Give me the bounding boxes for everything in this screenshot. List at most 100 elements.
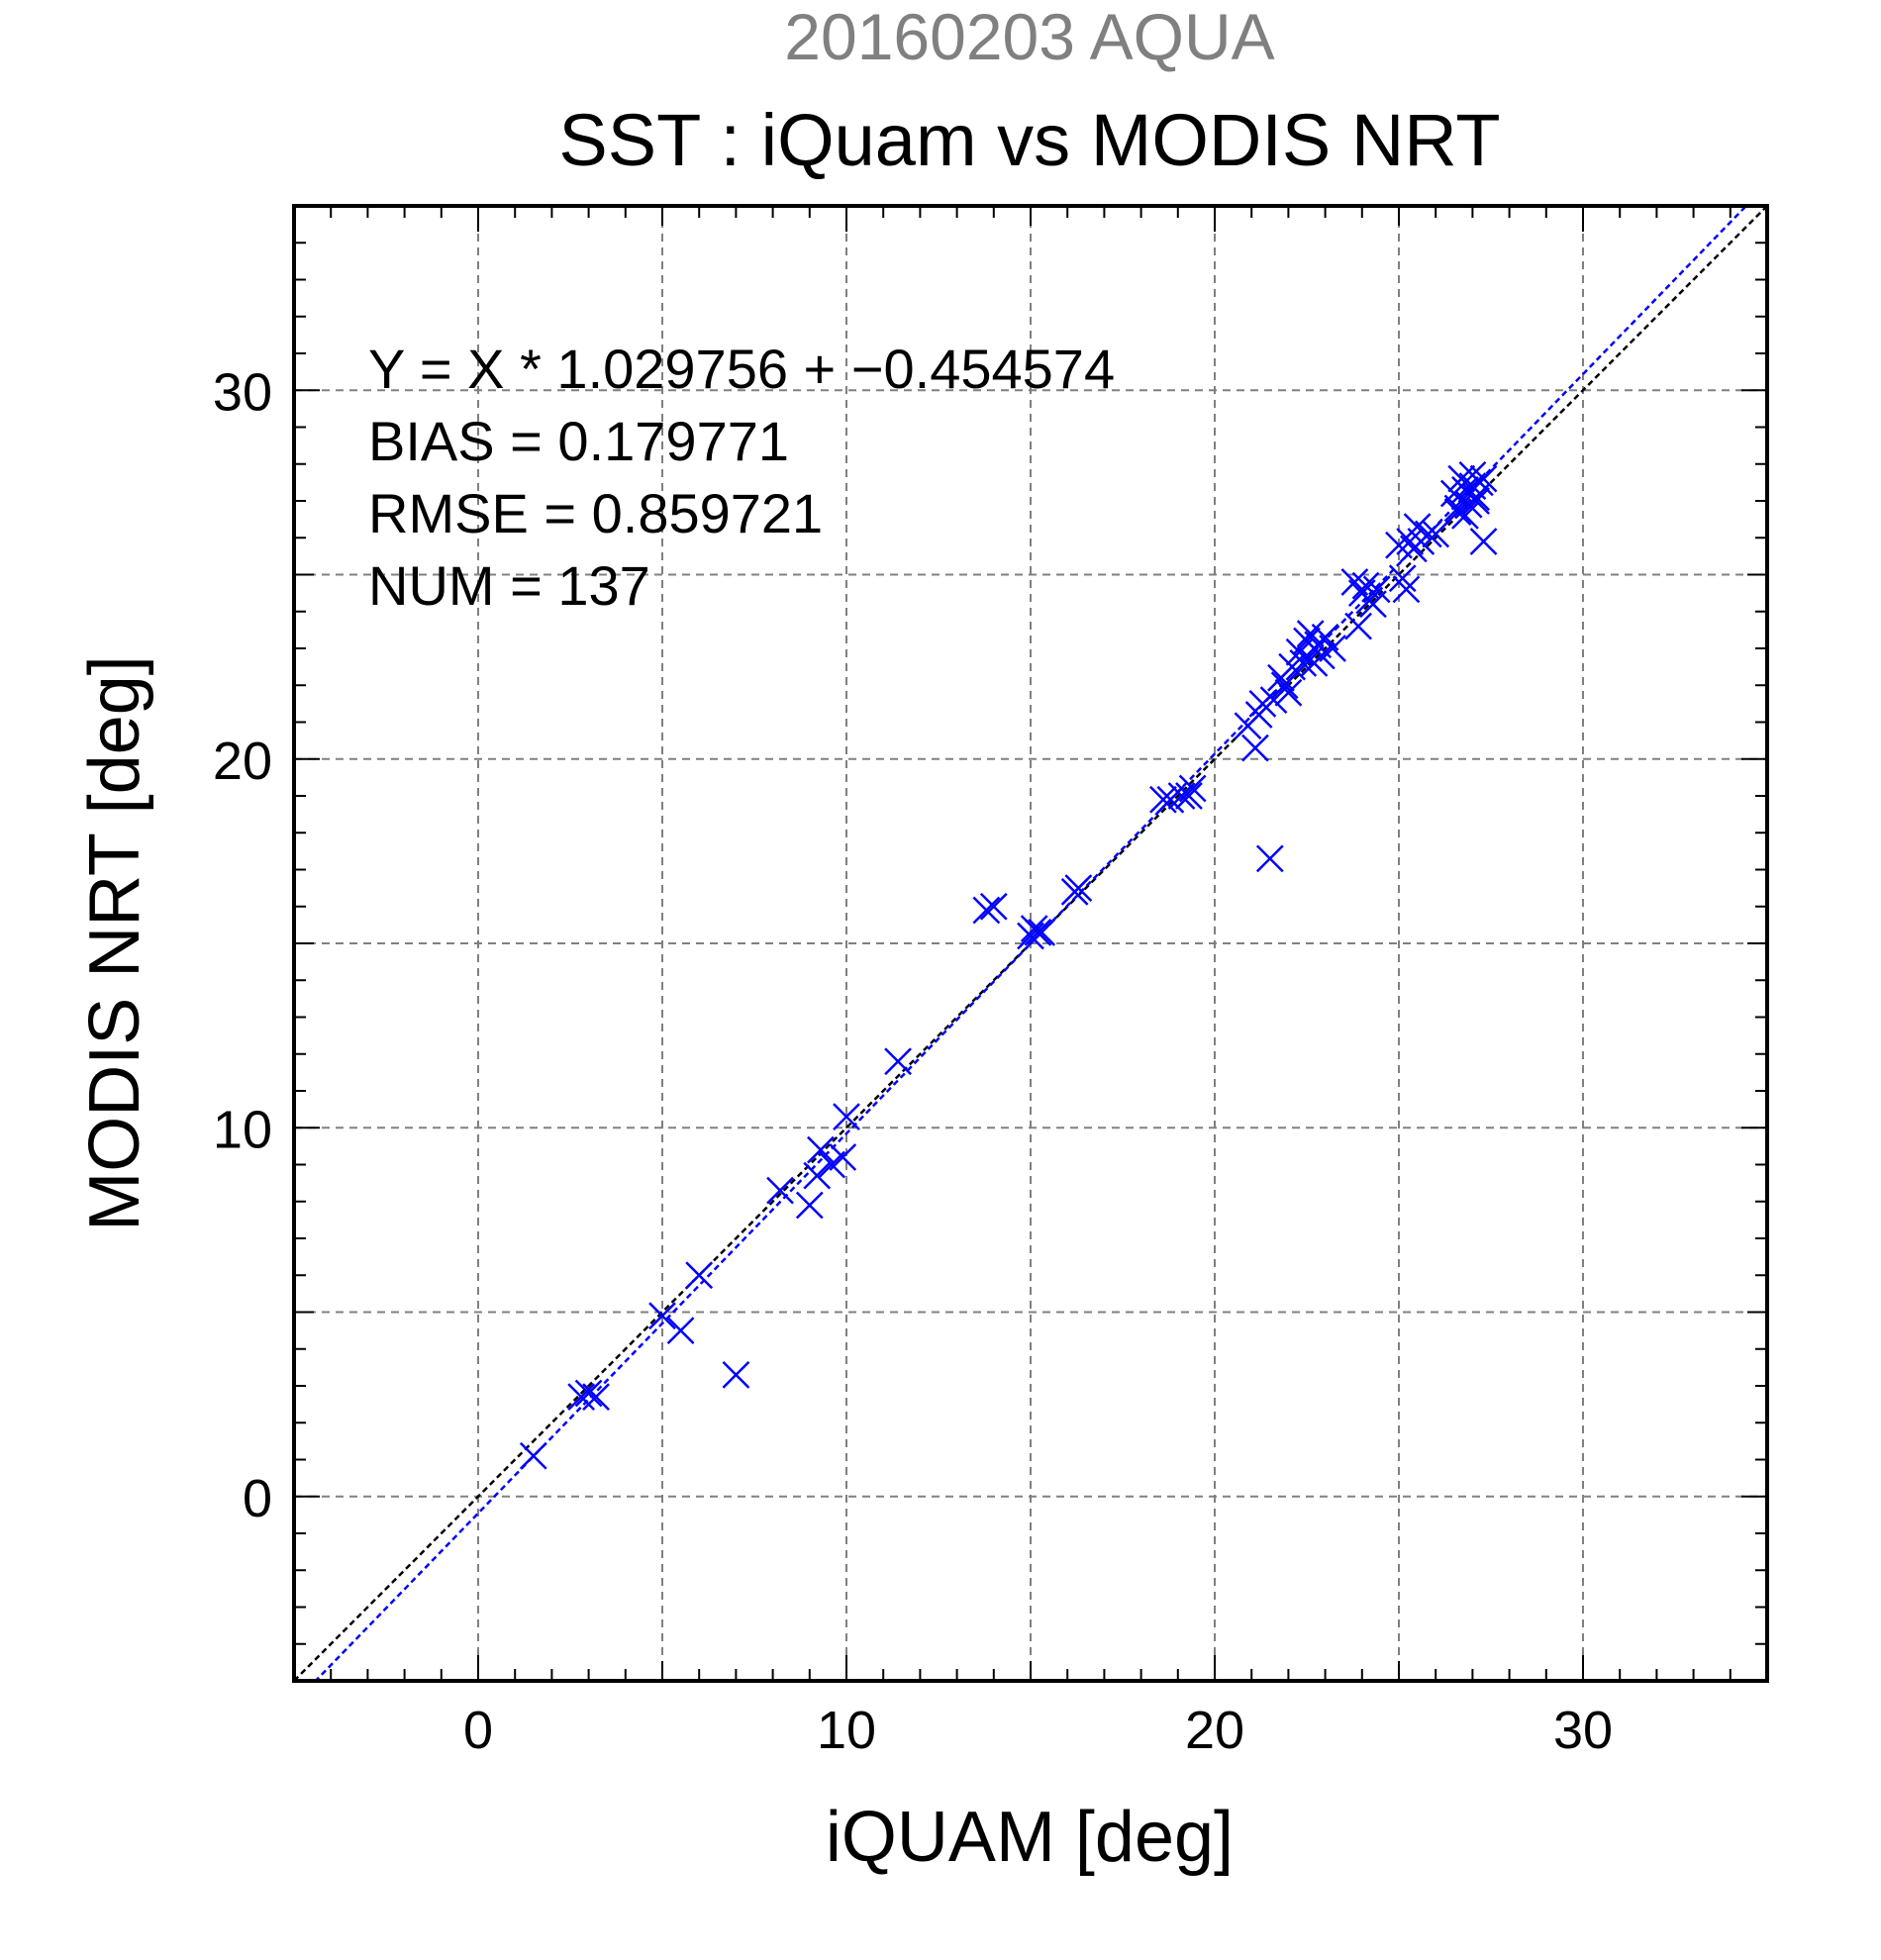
data-point-stroke	[829, 1143, 857, 1171]
data-point	[1255, 844, 1284, 873]
annotation-line: BIAS = 0.179771	[368, 410, 789, 472]
data-point	[795, 1191, 824, 1220]
data-point	[1289, 649, 1318, 677]
data-point-stroke	[1403, 513, 1432, 540]
data-point-stroke	[795, 1191, 824, 1220]
data-point	[666, 1317, 695, 1345]
data-point-stroke	[979, 892, 1008, 921]
data-point	[1017, 922, 1044, 950]
data-point	[1064, 874, 1093, 903]
y-tick-label: 20	[213, 732, 272, 791]
data-point-stroke	[1414, 520, 1442, 548]
data-point-stroke	[1462, 487, 1491, 515]
data-point	[1259, 686, 1288, 715]
data-point	[1344, 612, 1372, 640]
data-point-stroke	[766, 1176, 794, 1205]
data-point-stroke	[1447, 464, 1476, 493]
tick-labels: 0 10 20 30 0 10 20 30	[213, 362, 1613, 1760]
data-points	[519, 461, 1498, 1470]
data-point	[1469, 528, 1498, 555]
data-point-stroke	[803, 1161, 832, 1190]
data-point	[574, 1379, 603, 1408]
data-point	[1388, 564, 1417, 593]
data-point-stroke	[1422, 520, 1450, 548]
data-point-stroke	[1028, 918, 1056, 946]
data-point	[884, 1047, 912, 1076]
chart-subtitle: 20160203 AQUA	[784, 0, 1274, 73]
stats-annotation: Y = X * 1.029756 + −0.454574 BIAS = 0.179…	[368, 338, 1115, 617]
data-point	[1024, 918, 1052, 946]
data-point-stroke	[1156, 785, 1185, 814]
data-point-stroke	[1178, 774, 1207, 803]
data-point-stroke	[972, 896, 1001, 925]
data-point-stroke	[1451, 502, 1479, 530]
chart-title: SST : iQuam vs MODIS NRT	[558, 99, 1500, 181]
x-axis-label: iQUAM [deg]	[826, 1798, 1234, 1877]
data-point-stroke	[1319, 635, 1346, 662]
data-point-stroke	[519, 1441, 547, 1470]
data-point	[833, 1103, 860, 1130]
data-point	[1396, 528, 1425, 555]
data-point	[1270, 671, 1299, 700]
data-point	[582, 1383, 610, 1412]
data-point-stroke	[582, 1383, 610, 1412]
annotation-line: RMSE = 0.859721	[368, 482, 823, 544]
data-point-stroke	[1340, 568, 1369, 596]
data-point-stroke	[1351, 571, 1380, 600]
data-point	[722, 1360, 750, 1389]
data-point	[1248, 689, 1277, 718]
data-point-stroke	[574, 1379, 603, 1408]
data-point	[829, 1143, 857, 1171]
fit-line	[314, 206, 1748, 1681]
data-point-stroke	[1024, 918, 1052, 946]
data-point	[1178, 774, 1207, 803]
data-point	[1149, 785, 1177, 814]
data-point	[1274, 678, 1303, 707]
data-point	[519, 1441, 547, 1470]
data-point	[979, 892, 1008, 921]
data-point	[1319, 635, 1346, 662]
x-tick-label: 0	[463, 1701, 493, 1760]
data-point-stroke	[1259, 686, 1288, 715]
axis-ticks	[293, 205, 1768, 1682]
x-tick-label: 30	[1553, 1701, 1613, 1760]
data-point	[648, 1302, 676, 1330]
data-point	[803, 1161, 832, 1190]
annotation-line: Y = X * 1.029756 + −0.454574	[368, 338, 1115, 400]
data-point	[1156, 785, 1185, 814]
data-point	[1462, 487, 1491, 515]
data-point-stroke	[666, 1317, 695, 1345]
data-point-stroke	[1344, 612, 1372, 640]
data-point-stroke	[807, 1135, 835, 1164]
data-point	[1392, 575, 1421, 604]
y-tick-label: 0	[243, 1469, 272, 1528]
data-point-stroke	[1017, 922, 1044, 950]
x-tick-label: 20	[1185, 1701, 1244, 1760]
data-point-stroke	[1241, 734, 1269, 762]
data-point	[685, 1261, 714, 1290]
y-axis-label: MODIS NRT [deg]	[75, 655, 154, 1231]
data-point	[1362, 575, 1391, 604]
data-point-stroke	[1149, 785, 1177, 814]
data-point-stroke	[833, 1103, 860, 1130]
data-point-stroke	[1274, 678, 1303, 707]
annotation-line: NUM = 137	[368, 554, 650, 617]
data-point-stroke	[685, 1261, 714, 1290]
data-point	[567, 1383, 596, 1412]
data-point	[1422, 520, 1450, 548]
data-point-stroke	[1388, 564, 1417, 593]
y-tick-label: 10	[213, 1100, 272, 1159]
data-point-stroke	[1469, 528, 1498, 555]
data-point-stroke	[1248, 689, 1277, 718]
data-point-stroke	[1270, 671, 1299, 700]
data-point-stroke	[1458, 472, 1487, 500]
data-point-stroke	[1278, 652, 1307, 681]
data-point-stroke	[1396, 528, 1425, 555]
data-point-stroke	[567, 1383, 596, 1412]
data-point-stroke	[1289, 649, 1318, 677]
data-point	[1028, 918, 1056, 946]
data-point-stroke	[1311, 623, 1339, 651]
data-point-stroke	[648, 1302, 676, 1330]
data-point-stroke	[1296, 620, 1325, 647]
data-point	[1241, 734, 1269, 762]
